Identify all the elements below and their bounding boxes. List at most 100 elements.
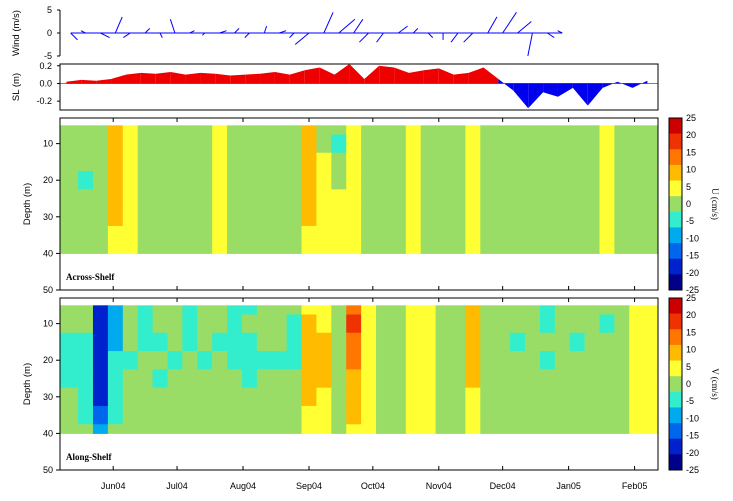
heatmap-cell (182, 305, 198, 315)
month-label: Jan05 (556, 481, 581, 491)
heatmap-cell (78, 387, 94, 407)
heatmap-cell (405, 332, 422, 352)
sea-level-segment (349, 64, 365, 84)
heatmap-cell (92, 125, 109, 135)
heatmap-cell (465, 152, 481, 172)
heatmap-cell (167, 225, 183, 245)
colorbar-swatch (669, 298, 682, 314)
heatmap-cell (390, 424, 407, 434)
heatmap-cell (405, 369, 422, 389)
heatmap-cell (331, 225, 347, 245)
sea-level-segment (364, 65, 380, 84)
heatmap-cell (599, 305, 615, 315)
heatmap-cell (152, 189, 168, 209)
along-depth-axis-label: Depth (m) (22, 363, 33, 405)
heatmap-cell (197, 369, 213, 389)
heatmap-cell (599, 152, 615, 172)
colorbar-tick-label: -15 (686, 431, 699, 441)
heatmap-cell (271, 152, 288, 172)
wind-stick (427, 32, 434, 38)
heatmap-cell (331, 207, 347, 227)
heatmap-cell (212, 314, 228, 334)
month-label: Jun04 (101, 481, 126, 491)
heatmap-cell (227, 207, 243, 227)
sea-level-segment (468, 67, 484, 84)
heatmap-cell (60, 207, 79, 227)
heatmap-cell (346, 189, 362, 209)
heatmap-cell (316, 314, 332, 334)
heatmap-cell (420, 405, 437, 425)
heatmap-cell (271, 207, 288, 227)
heatmap-cell (584, 405, 600, 425)
heatmap-cell (227, 369, 243, 389)
heatmap-cell (122, 424, 139, 434)
heatmap-cell (167, 189, 183, 209)
heatmap-cell (405, 125, 422, 135)
heatmap-cell (60, 387, 79, 407)
heatmap-cell (465, 244, 481, 254)
heatmap-cell (629, 125, 659, 135)
heatmap-cell (301, 225, 317, 245)
heatmap-cell (554, 207, 571, 227)
heatmap-cell (286, 405, 303, 425)
heatmap-cell (480, 244, 496, 254)
heatmap-cell (614, 171, 630, 190)
sea-level-segment (304, 67, 320, 84)
heatmap-cell (614, 405, 630, 425)
heatmap-cell (346, 369, 362, 389)
heatmap-cell (167, 244, 183, 254)
heatmap-cell (480, 424, 496, 434)
heatmap-cell (60, 134, 79, 154)
sea-level-segment (557, 83, 573, 97)
heatmap-cell (107, 225, 124, 245)
heatmap-cell (510, 314, 526, 334)
heatmap-cell (241, 314, 258, 334)
heatmap-cell (256, 171, 273, 190)
heatmap-cell (524, 332, 541, 352)
heatmap-cell (376, 125, 392, 135)
colorbar-swatch (669, 313, 682, 330)
heatmap-cell (137, 351, 154, 370)
heatmap-cell (241, 305, 258, 315)
heatmap-cell (78, 314, 94, 334)
heatmap-cell (376, 351, 392, 370)
heatmap-cell (510, 225, 526, 245)
u-colorbar-title: U (cm/s) (710, 188, 720, 220)
v-colorbar: 25 20 15 10 5 0 -5 -10 -15 -20 -25 (668, 293, 699, 475)
heatmap-cell (122, 332, 139, 352)
heatmap-cell (301, 152, 317, 172)
heatmap-cell (495, 332, 511, 352)
heatmap-cell (60, 225, 79, 245)
heatmap-cell (629, 189, 659, 209)
heatmap-cell (122, 134, 139, 154)
heatmap-cell (152, 424, 168, 434)
heatmap-cell (137, 189, 154, 209)
sea-level-segment (111, 74, 126, 84)
heatmap-cell (241, 244, 258, 254)
heatmap-cell (60, 405, 79, 425)
heatmap-cell (182, 134, 198, 154)
heatmap-cell (316, 225, 332, 245)
heatmap-cell (361, 424, 377, 434)
heatmap-cell (256, 207, 273, 227)
colorbar-swatch (669, 227, 682, 244)
sea-level-segment (170, 71, 186, 84)
heatmap-cell (376, 152, 392, 172)
heatmap-cell (569, 125, 586, 135)
heatmap-cell (60, 189, 79, 209)
sea-level-segment (379, 65, 395, 84)
heatmap-cell (301, 125, 317, 135)
heatmap-cell (182, 424, 198, 434)
heatmap-cell (167, 171, 183, 190)
sea-level-segment (200, 72, 216, 84)
heatmap-cell (420, 351, 437, 370)
heatmap-cell (197, 424, 213, 434)
heatmap-cell (241, 332, 258, 352)
wind-stick (144, 28, 151, 34)
heatmap-cell (271, 351, 288, 370)
heatmap-cell (256, 134, 273, 154)
heatmap-cell (167, 351, 183, 370)
heatmap-cell (152, 152, 168, 172)
heatmap-cell (301, 171, 317, 190)
heatmap-cell (584, 207, 600, 227)
